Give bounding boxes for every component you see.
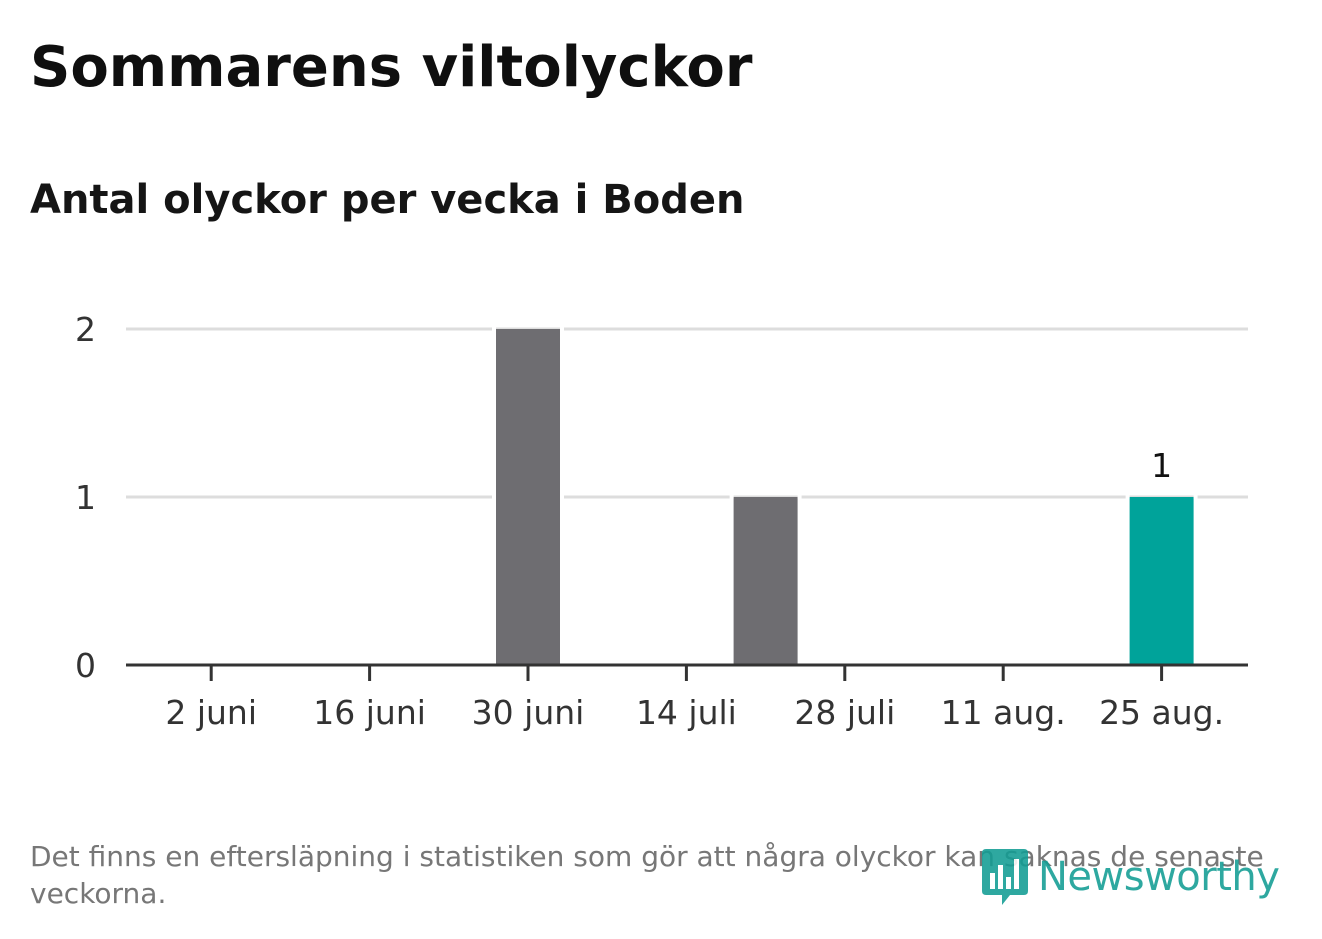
data-label: 1 <box>1151 446 1172 485</box>
newsworthy-logo-icon <box>982 849 1028 905</box>
brand-name: Newsworthy <box>1038 854 1280 900</box>
bar <box>496 329 560 665</box>
x-tick-label: 11 aug. <box>941 693 1066 732</box>
x-tick-label: 2 juni <box>165 693 257 732</box>
chart-subtitle: Antal olyckor per vecka i Boden <box>30 177 745 223</box>
footnote: Det finns en eftersläpning i statistiken… <box>30 840 1264 910</box>
y-tick-label: 2 <box>75 310 96 349</box>
bar <box>1129 497 1194 665</box>
x-tick-label: 28 juli <box>794 693 895 732</box>
x-tick-label: 30 juni <box>472 693 585 732</box>
x-tick-label: 14 juli <box>636 693 737 732</box>
bar-chart: 0 1 2 2 juni 16 juni 30 juni 14 juli 28 juli 11 … <box>75 310 1248 732</box>
chart-title: Sommarens viltolyckor <box>30 35 753 100</box>
bar <box>733 497 798 665</box>
y-tick-label: 0 <box>75 646 96 685</box>
x-tick-label: 16 juni <box>313 693 426 732</box>
brand-logo: Newsworthy <box>980 845 1280 909</box>
y-tick-label: 1 <box>75 478 96 517</box>
x-tick-label: 25 aug. <box>1099 693 1224 732</box>
